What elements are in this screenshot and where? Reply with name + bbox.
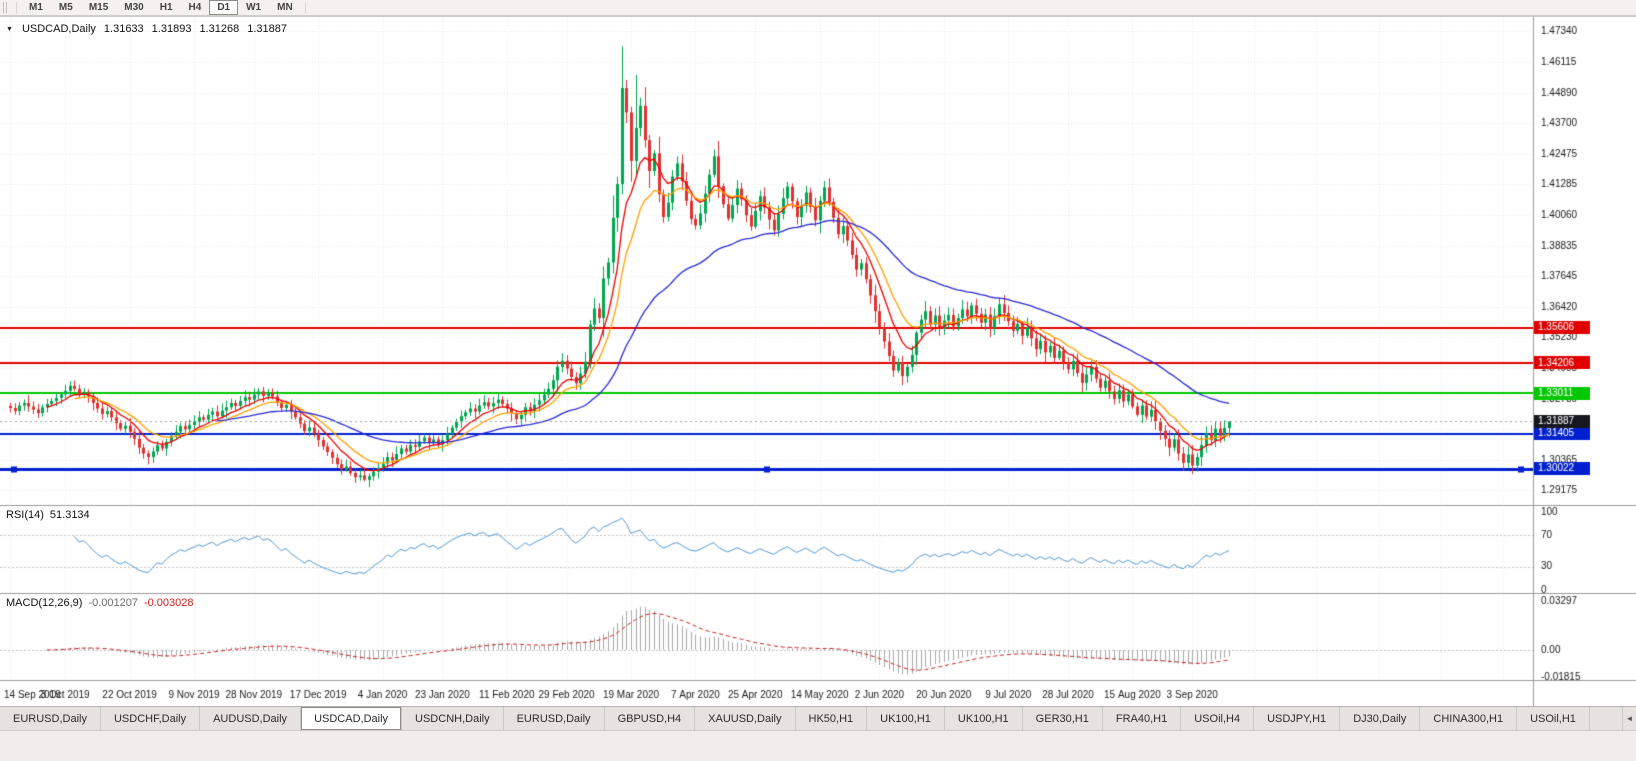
tab-scroll-left-icon[interactable]: ◄ — [1622, 707, 1636, 730]
price-axis[interactable] — [1534, 16, 1636, 681]
chart-tab-gbpusd-h4[interactable]: GBPUSD,H4 — [604, 707, 696, 730]
chart-tab-xauusd-daily[interactable]: XAUUSD,Daily — [695, 707, 796, 730]
timeframe-button-h4[interactable]: H4 — [188, 2, 202, 13]
symbol-dropdown-icon[interactable]: ▼ — [6, 25, 13, 33]
timeframe-button-w1[interactable]: W1 — [246, 2, 262, 13]
timeframe-toolbar: M1 M5 M15 M30 H1 H4 D1 W1 MN — [0, 0, 1636, 16]
timeframe-button-m15[interactable]: M15 — [88, 2, 109, 13]
chart-tabbar: EURUSD,Daily USDCHF,Daily AUDUSD,Daily USDC… — [0, 706, 1636, 730]
toolbar-separator — [16, 2, 17, 13]
chart-tab-usdjpy-h1[interactable]: USDJPY,H1 — [1254, 707, 1341, 730]
chart-tab-usdcad-daily[interactable]: USDCAD,Daily — [301, 707, 403, 730]
timeframe-button-m1[interactable]: M1 — [29, 2, 43, 13]
timeframe-button-m30[interactable]: M30 — [124, 2, 144, 13]
price-chart-canvas[interactable] — [0, 16, 1636, 706]
timeframe-button-mn[interactable]: MN — [277, 2, 293, 13]
chart-tab-uk100-h1[interactable]: UK100,H1 — [867, 707, 945, 730]
timeframe-button-d1[interactable]: D1 — [209, 0, 239, 15]
chart-tab-usoil-h4[interactable]: USOil,H4 — [1181, 707, 1255, 730]
chart-tab-china300-h1[interactable]: CHINA300,H1 — [1420, 707, 1518, 730]
chart-window: ▼ USDCAD,Daily 1.31633 1.31893 1.31268 1… — [0, 16, 1636, 706]
chart-tab-uk100-h1[interactable]: UK100,H1 — [944, 707, 1023, 730]
chart-tab-dj30-daily[interactable]: DJ30,Daily — [1340, 707, 1421, 730]
toolbar-separator — [304, 2, 306, 13]
time-axis[interactable] — [0, 681, 1533, 706]
timeframe-button-m5[interactable]: M5 — [58, 2, 73, 13]
chart-tab-fra40-h1[interactable]: FRA40,H1 — [1102, 707, 1182, 730]
chart-tab-hk50-h1[interactable]: HK50,H1 — [795, 707, 868, 730]
chart-tab-eurusd-daily[interactable]: EURUSD,Daily — [503, 707, 605, 730]
toolbar-grip[interactable] — [3, 2, 8, 13]
chart-tab-usoil-h1[interactable]: USOil,H1 — [1517, 707, 1590, 730]
chart-tab-usdchf-daily[interactable]: USDCHF,Daily — [100, 707, 201, 730]
chart-tab-eurusd-daily[interactable]: EURUSD,Daily — [0, 707, 101, 730]
chart-tab-audusd-daily[interactable]: AUDUSD,Daily — [200, 707, 302, 730]
status-strip — [0, 730, 1636, 761]
chart-tab-ger30-h1[interactable]: GER30,H1 — [1022, 707, 1103, 730]
timeframe-button-h1[interactable]: H1 — [159, 2, 173, 13]
timeframe-buttons: M1 M5 M15 M30 H1 H4 D1 W1 MN — [21, 0, 301, 15]
chart-tabs: EURUSD,Daily USDCHF,Daily AUDUSD,Daily USDC… — [0, 707, 1622, 730]
chart-tab-usdcnh-daily[interactable]: USDCNH,Daily — [402, 707, 504, 730]
